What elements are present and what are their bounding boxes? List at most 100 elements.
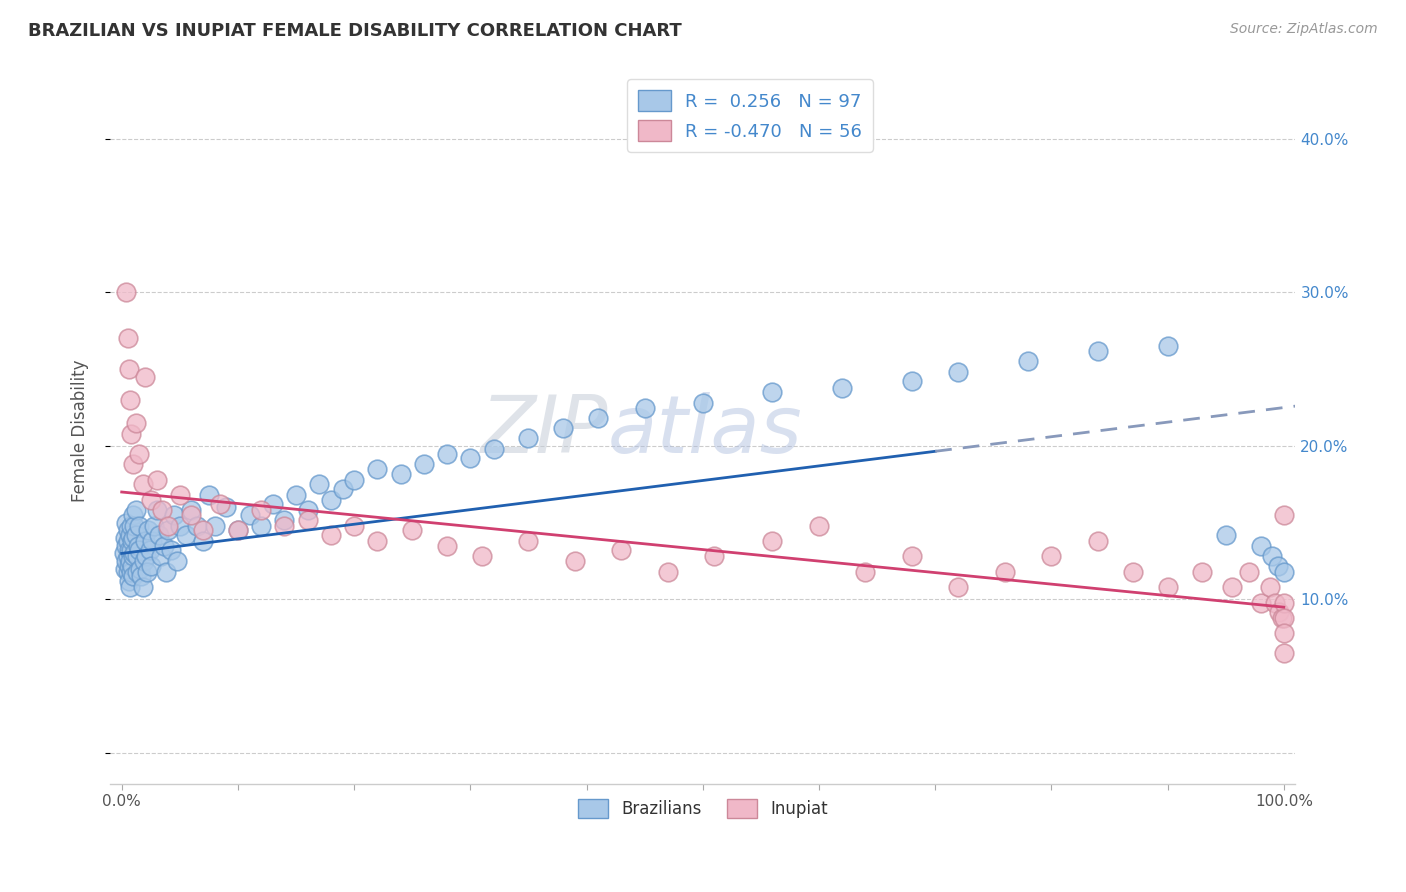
Point — [273, 518, 295, 533]
Point — [191, 534, 214, 549]
Point — [120, 565, 142, 579]
Point — [117, 565, 139, 579]
Point — [401, 524, 423, 538]
Point — [134, 534, 156, 549]
Point — [204, 518, 226, 533]
Point — [1261, 549, 1284, 564]
Point — [1264, 596, 1286, 610]
Point — [128, 447, 150, 461]
Point — [145, 473, 167, 487]
Point — [855, 565, 877, 579]
Point — [471, 549, 494, 564]
Point — [118, 580, 141, 594]
Point — [553, 420, 575, 434]
Point — [169, 518, 191, 533]
Point — [994, 565, 1017, 579]
Point — [901, 549, 924, 564]
Point — [1087, 343, 1109, 358]
Point — [115, 539, 138, 553]
Point — [285, 488, 308, 502]
Point — [319, 492, 342, 507]
Point — [412, 458, 434, 472]
Text: BRAZILIAN VS INUPIAT FEMALE DISABILITY CORRELATION CHART: BRAZILIAN VS INUPIAT FEMALE DISABILITY C… — [28, 22, 682, 40]
Point — [948, 365, 970, 379]
Legend: Brazilians, Inupiat: Brazilians, Inupiat — [571, 792, 834, 825]
Point — [761, 385, 783, 400]
Point — [163, 508, 186, 522]
Point — [1237, 565, 1260, 579]
Point — [124, 528, 146, 542]
Point — [482, 442, 505, 456]
Point — [564, 554, 586, 568]
Point — [138, 543, 160, 558]
Point — [1122, 565, 1144, 579]
Point — [198, 488, 221, 502]
Point — [250, 518, 273, 533]
Point — [1272, 565, 1295, 579]
Point — [128, 518, 150, 533]
Point — [138, 524, 160, 538]
Point — [1258, 580, 1281, 594]
Point — [1272, 626, 1295, 640]
Point — [1250, 596, 1272, 610]
Point — [250, 503, 273, 517]
Point — [517, 534, 540, 549]
Point — [134, 369, 156, 384]
Point — [131, 569, 153, 583]
Point — [226, 524, 249, 538]
Point — [129, 562, 152, 576]
Point — [1191, 565, 1213, 579]
Point — [128, 543, 150, 558]
Point — [297, 513, 319, 527]
Point — [186, 518, 208, 533]
Point — [1087, 534, 1109, 549]
Point — [115, 285, 138, 300]
Point — [460, 451, 482, 466]
Point — [1272, 646, 1295, 660]
Point — [141, 534, 163, 549]
Point — [122, 508, 145, 522]
Point — [131, 477, 153, 491]
Point — [586, 411, 609, 425]
Point — [117, 524, 139, 538]
Point — [273, 513, 295, 527]
Point — [209, 497, 232, 511]
Point — [121, 534, 143, 549]
Point — [118, 543, 141, 558]
Point — [124, 503, 146, 517]
Point — [1040, 549, 1063, 564]
Point — [807, 518, 830, 533]
Point — [159, 543, 181, 558]
Point — [1156, 580, 1178, 594]
Point — [125, 565, 148, 579]
Text: Source: ZipAtlas.com: Source: ZipAtlas.com — [1230, 22, 1378, 37]
Point — [122, 549, 145, 564]
Point — [131, 580, 153, 594]
Point — [118, 554, 141, 568]
Point — [118, 392, 141, 407]
Point — [692, 396, 714, 410]
Point — [174, 528, 197, 542]
Point — [122, 569, 145, 583]
Point — [1220, 580, 1243, 594]
Point — [132, 554, 155, 568]
Point — [517, 431, 540, 445]
Point — [610, 543, 633, 558]
Point — [136, 565, 159, 579]
Point — [120, 518, 142, 533]
Point — [1215, 528, 1237, 542]
Point — [238, 508, 260, 522]
Point — [1272, 596, 1295, 610]
Point — [114, 531, 136, 545]
Point — [143, 518, 166, 533]
Point — [180, 503, 202, 517]
Point — [115, 554, 138, 568]
Point — [1250, 539, 1272, 553]
Point — [145, 503, 167, 517]
Point — [115, 516, 138, 530]
Point — [124, 518, 146, 533]
Point — [831, 381, 853, 395]
Point — [117, 549, 139, 564]
Point — [389, 467, 412, 481]
Point — [319, 528, 342, 542]
